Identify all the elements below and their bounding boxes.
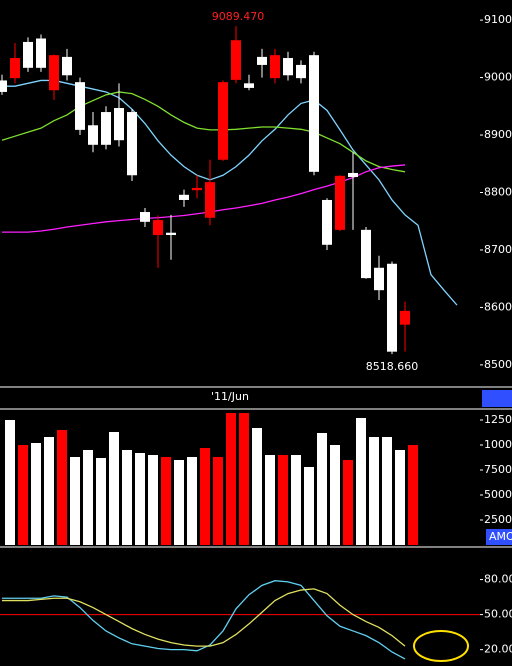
volume-label: AMO <box>489 530 512 543</box>
volume-bar <box>200 448 210 545</box>
volume-bar <box>278 455 288 545</box>
volume-bar <box>395 450 405 545</box>
volume-bar <box>109 432 119 545</box>
candle-body <box>75 82 85 130</box>
candle-body <box>231 40 241 80</box>
x-tick-label: '11/Jun <box>211 390 249 403</box>
volume-bar <box>291 455 301 545</box>
volume-bar <box>57 430 67 545</box>
candle-body <box>49 55 59 91</box>
price-tick-label: 8600 <box>484 300 512 313</box>
candle-body <box>127 112 137 176</box>
volume-bar <box>239 413 249 545</box>
candle-body <box>192 187 202 191</box>
candle-body <box>257 56 267 65</box>
volume-bar <box>343 460 353 545</box>
price-tick-label: 8900 <box>484 128 512 141</box>
label-box <box>486 529 512 545</box>
volume-bar <box>135 453 145 545</box>
high-annotation: 9089.470 <box>212 10 265 23</box>
candle-body <box>335 175 345 230</box>
volume-bar <box>265 455 275 545</box>
volume-bar <box>70 457 80 545</box>
candle-body <box>166 232 176 236</box>
volume-bar <box>330 445 340 545</box>
oscillator-tick-label: 50.00 <box>484 608 512 621</box>
candle-body <box>283 58 293 76</box>
highlight-ellipse <box>413 630 469 662</box>
oscillator-line <box>2 588 406 647</box>
candle-body <box>179 194 189 200</box>
candle-body <box>10 58 20 79</box>
volume-bar <box>226 413 236 545</box>
oscillator-line <box>2 580 406 660</box>
candle-body <box>270 55 280 79</box>
candle-body <box>309 55 319 172</box>
candle-body <box>322 199 332 245</box>
candle-body <box>387 263 397 352</box>
volume-bar <box>213 457 223 545</box>
candle-body <box>36 38 46 68</box>
volume-bar <box>174 460 184 545</box>
volume-bar <box>161 457 171 545</box>
volume-bar <box>96 458 106 545</box>
candle-body <box>244 83 254 88</box>
volume-bar <box>44 437 54 545</box>
volume-bar <box>356 418 366 545</box>
candle-body <box>348 172 358 177</box>
candle-body <box>140 212 150 222</box>
volume-tick-label: 7500 <box>484 463 512 476</box>
candle-body <box>296 64 306 79</box>
candle-body <box>218 82 228 160</box>
volume-bar <box>122 450 132 545</box>
volume-tick-label: 2500 <box>484 513 512 526</box>
volume-bar <box>5 420 15 545</box>
candle-body <box>23 41 33 68</box>
axis-box <box>482 390 512 407</box>
price-tick-label: 8500 <box>484 358 512 371</box>
candle-body <box>153 220 163 236</box>
candle-body <box>361 229 371 279</box>
volume-tick-label: 10000 <box>484 438 512 451</box>
volume-bar <box>382 437 392 545</box>
volume-bar <box>252 428 262 545</box>
volume-bar <box>369 437 379 545</box>
volume-bar <box>187 457 197 545</box>
candle-body <box>205 182 215 218</box>
volume-bar <box>83 450 93 545</box>
candle-body <box>400 310 410 325</box>
volume-bar <box>408 445 418 545</box>
price-tick-label: 8700 <box>484 243 512 256</box>
candle-body <box>101 112 111 145</box>
oscillator-tick-label: 80.00 <box>484 573 512 586</box>
price-tick-label: 8800 <box>484 186 512 199</box>
oscillator-tick-label: 20.00 <box>484 643 512 656</box>
volume-bar <box>18 445 28 545</box>
price-tick-label: 9100 <box>484 13 512 26</box>
candle-body <box>88 125 98 145</box>
volume-tick-label: 12500 <box>484 413 512 426</box>
volume-bar <box>304 467 314 545</box>
candle-body <box>0 80 7 92</box>
volume-bar <box>317 433 327 545</box>
candle-body <box>374 267 384 291</box>
candle-body <box>62 56 72 76</box>
volume-bar <box>31 443 41 545</box>
price-tick-label: 9000 <box>484 71 512 84</box>
volume-tick-label: 5000 <box>484 488 512 501</box>
volume-bar <box>148 455 158 545</box>
candle-body <box>114 108 124 141</box>
low-annotation: 8518.660 <box>366 360 419 373</box>
moving-average <box>1 91 406 173</box>
